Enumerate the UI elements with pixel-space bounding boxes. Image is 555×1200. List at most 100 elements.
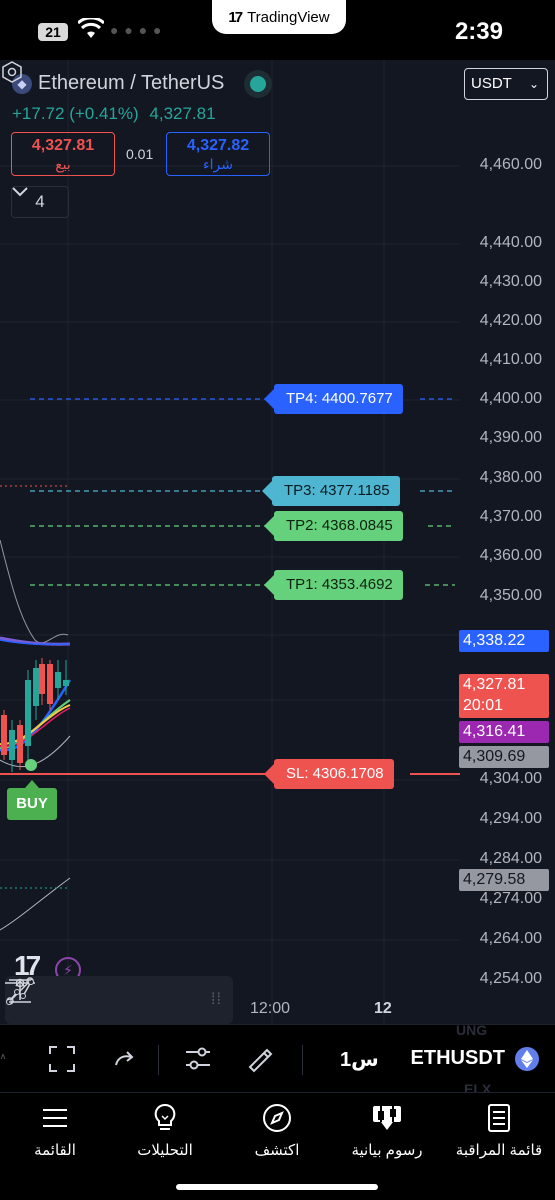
price-axis-label: 4,400.00 xyxy=(479,390,542,407)
price-axis-label: 4,380.00 xyxy=(479,469,542,486)
wifi-icon xyxy=(78,18,104,38)
app-pill-label: TradingView xyxy=(247,8,330,26)
buy-signal-marker: BUY xyxy=(7,780,57,820)
current-price-tag: 4,327.81 20:01 xyxy=(459,674,549,718)
price-axis-label: 4,294.00 xyxy=(479,810,542,827)
nav-explore[interactable]: اكتشف xyxy=(222,1101,332,1159)
home-indicator[interactable] xyxy=(176,1184,378,1190)
indicators-sliders-icon[interactable] xyxy=(184,1045,212,1073)
symbol-title: Ethereum / TetherUS xyxy=(38,72,225,94)
nav-explore-label: اكتشف xyxy=(254,1142,300,1159)
buy-button[interactable]: 4,327.82 شراء xyxy=(166,132,270,176)
lightbulb-icon xyxy=(154,1103,176,1130)
chevron-down-icon xyxy=(12,187,28,197)
price-axis-label: 4,420.00 xyxy=(479,312,542,329)
tradingview-logo-icon: 17 xyxy=(228,8,243,26)
currency-select[interactable]: USDT ⌄ xyxy=(464,68,548,100)
trend-line-tool[interactable] xyxy=(6,977,97,1017)
chart-canvas[interactable] xyxy=(0,60,555,1024)
tp4-order-tag[interactable]: TP4: 4400.7677 xyxy=(264,384,403,414)
candles xyxy=(1,658,69,772)
market-open-dot-icon xyxy=(250,75,267,92)
price-axis-label: 4,370.00 xyxy=(479,508,542,525)
menu-icon xyxy=(43,1109,67,1127)
time-label-2: 12 xyxy=(374,1000,392,1017)
price-change-line: +17.72 (+0.41%) 4,327.81 xyxy=(12,104,222,124)
drawing-pen-icon[interactable] xyxy=(246,1045,274,1073)
tp2-order-tag[interactable]: TP2: 4368.0845 xyxy=(264,511,403,541)
left-edge-icon: ៱ xyxy=(0,1046,7,1062)
nav-menu-label: القائمة xyxy=(34,1142,76,1159)
price-axis-label: 4,440.00 xyxy=(479,234,542,251)
nav-ideas[interactable]: التحليلات xyxy=(110,1101,220,1159)
buy-label: شراء xyxy=(203,156,233,172)
measure-tool[interactable] xyxy=(9,979,193,1017)
chart-area[interactable]: ◆ Ethereum / TetherUS +17.72 (+0.41%) 4,… xyxy=(0,60,555,1024)
status-bar: 21 ● ● ● ● 17 TradingView 2:39 xyxy=(0,0,555,60)
sl-order-tag[interactable]: SL: 4306.1708 xyxy=(264,759,394,789)
chart-candles-icon xyxy=(373,1106,401,1130)
redo-icon[interactable] xyxy=(114,1049,136,1069)
toolbar-separator xyxy=(302,1045,303,1075)
interval-button[interactable]: 1س xyxy=(340,1049,379,1071)
spread-value: 0.01 xyxy=(126,146,154,162)
nav-watchlist-label: قائمة المراقبة xyxy=(455,1142,543,1159)
fullscreen-icon[interactable] xyxy=(48,1045,76,1073)
grey-low-tag: 4,279.58 xyxy=(459,869,549,891)
indicators-count: 4 xyxy=(35,192,45,211)
price-axis-label: 4,274.00 xyxy=(479,890,542,907)
path-tool[interactable] xyxy=(6,979,145,1017)
ethereum-icon xyxy=(515,1047,539,1071)
nav-charts-label: رسوم بيانية xyxy=(351,1142,423,1159)
symbol-header[interactable]: ◆ Ethereum / TetherUS xyxy=(12,72,267,95)
sell-button[interactable]: 4,327.81 بيع xyxy=(11,132,115,176)
hexagon-settings-icon[interactable] xyxy=(0,60,24,84)
ghost-symbol-top: UNG xyxy=(456,1022,488,1038)
tp1-order-tag[interactable]: TP1: 4353.4692 xyxy=(264,570,403,600)
nav-charts[interactable]: رسوم بيانية xyxy=(332,1101,442,1159)
measure-icon xyxy=(9,979,31,1003)
chevron-down-icon: ⌄ xyxy=(528,77,539,91)
price-axis-label: 4,254.00 xyxy=(479,970,542,987)
toolbar-separator xyxy=(158,1045,159,1075)
entry-point xyxy=(25,759,37,771)
price-axis-label: 4,264.00 xyxy=(479,930,542,947)
last-price: 4,327.81 xyxy=(149,104,216,123)
clock: 2:39 xyxy=(454,18,503,45)
price-axis-label: 4,284.00 xyxy=(479,850,542,867)
price-change: +17.72 (+0.41%) xyxy=(12,104,139,123)
chart-toolbar: UNG ELX ៱ 1س ETHUSDT xyxy=(0,1022,555,1097)
nav-menu[interactable]: القائمة xyxy=(0,1101,110,1159)
price-axis-label: 4,410.00 xyxy=(479,351,542,368)
signal-dots-icon: ● ● ● ● xyxy=(110,22,163,38)
price-axis-label: 4,350.00 xyxy=(479,587,542,604)
sell-label: بيع xyxy=(55,156,71,172)
grey-high-tag: 4,309.69 xyxy=(459,746,549,768)
price-axis-label: 4,460.00 xyxy=(479,156,542,173)
blue-ma-price-tag: 4,338.22 xyxy=(459,630,549,652)
price-axis-label: 4,430.00 xyxy=(479,273,542,290)
tradingview-watermark-icon: 17 xyxy=(14,950,41,981)
nav-watchlist[interactable]: قائمة المراقبة xyxy=(444,1101,554,1159)
app-pill[interactable]: 17 TradingView xyxy=(212,0,346,34)
candle-countdown: 20:01 xyxy=(463,697,504,714)
indicators-toggle[interactable]: 4 xyxy=(11,186,69,218)
price-axis-label: 4,360.00 xyxy=(479,547,542,564)
bottom-nav: القائمة التحليلات اكتشف رس xyxy=(0,1092,555,1200)
purple-indicator-tag: 4,316.41 xyxy=(459,721,549,743)
time-label-1: 12:00 xyxy=(250,1000,291,1017)
tp3-order-tag[interactable]: TP3: 4377.1185 xyxy=(262,476,400,506)
sell-price: 4,327.81 xyxy=(31,137,95,154)
price-axis-label: 4,390.00 xyxy=(479,429,542,446)
price-axis-label: 4,304.00 xyxy=(479,770,542,787)
watchlist-icon xyxy=(488,1104,510,1132)
drawing-toolbar: ⁞⁞ xyxy=(5,976,233,1024)
buy-price: 4,327.82 xyxy=(186,137,250,154)
nav-ideas-label: التحليلات xyxy=(137,1142,193,1159)
drag-handle-icon[interactable]: ⁞⁞ xyxy=(211,991,222,1008)
current-price-value: 4,327.81 xyxy=(463,676,526,693)
compass-icon xyxy=(263,1104,291,1132)
notification-badge: 21 xyxy=(38,23,68,41)
symbol-button[interactable]: ETHUSDT xyxy=(410,1047,505,1069)
currency-value: USDT xyxy=(471,75,512,92)
